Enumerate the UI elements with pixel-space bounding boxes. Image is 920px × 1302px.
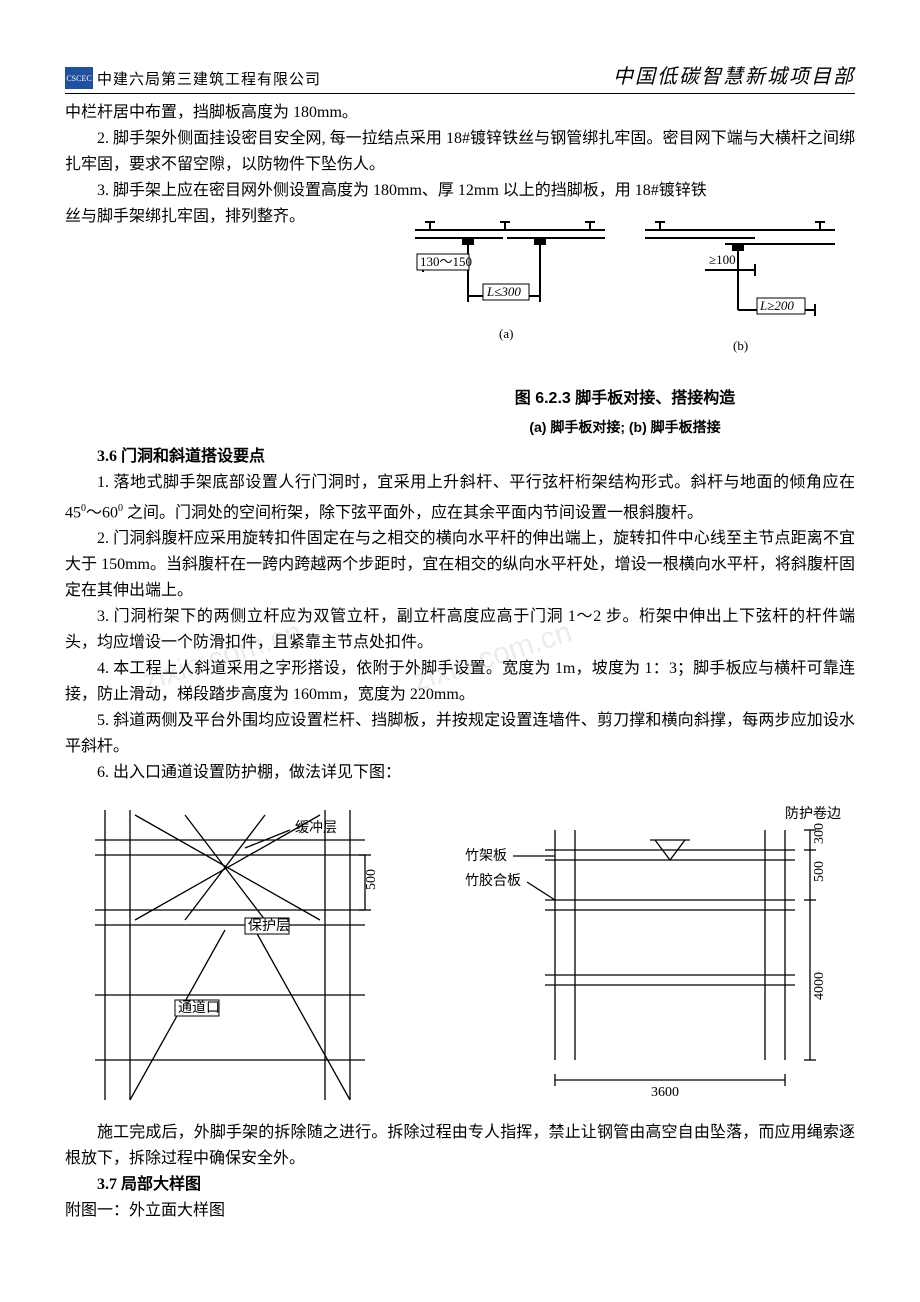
header-left: CSCEC 中建六局第三建筑工程有限公司	[65, 67, 321, 89]
section-3-7-title: 3.7 局部大样图	[65, 1172, 855, 1198]
company-logo-icon: CSCEC	[65, 67, 93, 89]
svg-text:通道口: 通道口	[178, 1000, 220, 1016]
paragraph: 2. 脚手架外侧面挂设密目安全网, 每一拉结点采用 18#镀锌铁丝与钢管绑扎牢固…	[65, 126, 855, 178]
paragraph: 3. 脚手架上应在密目网外侧设置高度为 180mm、厚 12mm 以上的挡脚板，…	[65, 178, 855, 204]
page-header: CSCEC 中建六局第三建筑工程有限公司 中国低碳智慧新城项目部	[65, 60, 855, 94]
svg-text:3600: 3600	[651, 1085, 679, 1100]
paragraph: 2. 门洞斜腹杆应采用旋转扣件固定在与之相交的横向水平杆的伸出端上，旋转扣件中心…	[65, 526, 855, 604]
svg-text:4000: 4000	[812, 972, 827, 1000]
svg-text:≥100: ≥100	[709, 252, 736, 267]
paragraph: 3. 门洞桁架下的两侧立杆应为双管立杆，副立杆高度应高于门洞 1～2 步。桁架中…	[65, 604, 855, 656]
svg-text:竹胶合板: 竹胶合板	[465, 872, 521, 889]
figure-6-2-3: 130～150 L≤300 (a)	[395, 210, 855, 440]
svg-text:竹架板: 竹架板	[465, 848, 507, 864]
svg-text:(b): (b)	[733, 338, 748, 353]
text-run: 之间。门洞处的空间桁架，除下弦平面外，应在其余平面内节间设置一根斜腹杆。	[123, 504, 703, 521]
paragraph: 6. 出入口通道设置防护棚，做法详见下图：	[65, 760, 855, 786]
passage-diagram-left: 缓冲层 保护层 通道口 500	[65, 800, 425, 1110]
figure-6-2-3-svg: 130～150 L≤300 (a)	[405, 210, 845, 380]
svg-text:500: 500	[364, 869, 379, 890]
svg-text:500: 500	[812, 861, 827, 882]
company-name: 中建六局第三建筑工程有限公司	[97, 68, 321, 89]
document-body: 中栏杆居中布置，挡脚板高度为 180mm。 2. 脚手架外侧面挂设密目安全网, …	[65, 100, 855, 1224]
svg-text:缓冲层: 缓冲层	[295, 820, 337, 836]
svg-text:(a): (a)	[499, 326, 513, 341]
paragraph: 5. 斜道两侧及平台外围均应设置栏杆、挡脚板，并按规定设置连墙件、剪刀撑和横向斜…	[65, 708, 855, 760]
paragraph: 4. 本工程上人斜道采用之字形搭设，依附于外脚手设置。宽度为 1m，坡度为 1：…	[65, 656, 855, 708]
paragraph: 附图一：外立面大样图	[65, 1198, 855, 1224]
figure-subcaption: (a) 脚手板对接; (b) 脚手板搭接	[395, 414, 855, 440]
svg-text:L≤300: L≤300	[486, 284, 521, 299]
text-run: ～60	[86, 504, 118, 521]
svg-text:300: 300	[812, 823, 827, 844]
svg-text:防护卷边: 防护卷边	[785, 806, 841, 822]
section-3-6-title: 3.6 门洞和斜道搭设要点	[65, 444, 855, 470]
svg-text:保护层: 保护层	[248, 918, 290, 934]
svg-text:L≥200: L≥200	[759, 298, 794, 313]
passage-diagram-right: 竹架板 竹胶合板 防护卷边 300 500 4000	[455, 800, 855, 1110]
paragraph: 施工完成后，外脚手架的拆除随之进行。拆除过程由专人指挥，禁止让钢管由高空自由坠落…	[65, 1120, 855, 1172]
paragraph: 中栏杆居中布置，挡脚板高度为 180mm。	[65, 100, 855, 126]
paragraph: 1. 落地式脚手架底部设置人行门洞时，宜采用上升斜杆、平行弦杆桁架结构形式。斜杆…	[65, 470, 855, 526]
svg-text:130～150: 130～150	[420, 254, 472, 269]
document-page: zixin.com.cn zixin.com.cn CSCEC 中建六局第三建筑…	[0, 0, 920, 1264]
project-name: 中国低碳智慧新城项目部	[613, 60, 855, 89]
diagram-row: 缓冲层 保护层 通道口 500	[65, 800, 855, 1110]
figure-caption: 图 6.2.3 脚手板对接、搭接构造	[395, 386, 855, 412]
